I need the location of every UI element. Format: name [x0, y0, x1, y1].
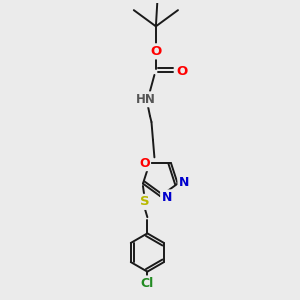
Text: S: S [140, 195, 149, 208]
Text: Cl: Cl [141, 277, 154, 290]
Text: HN: HN [136, 93, 156, 106]
Text: N: N [162, 191, 172, 204]
Text: O: O [176, 65, 187, 79]
Text: N: N [179, 176, 189, 189]
Text: O: O [139, 157, 150, 170]
Text: O: O [150, 45, 161, 58]
